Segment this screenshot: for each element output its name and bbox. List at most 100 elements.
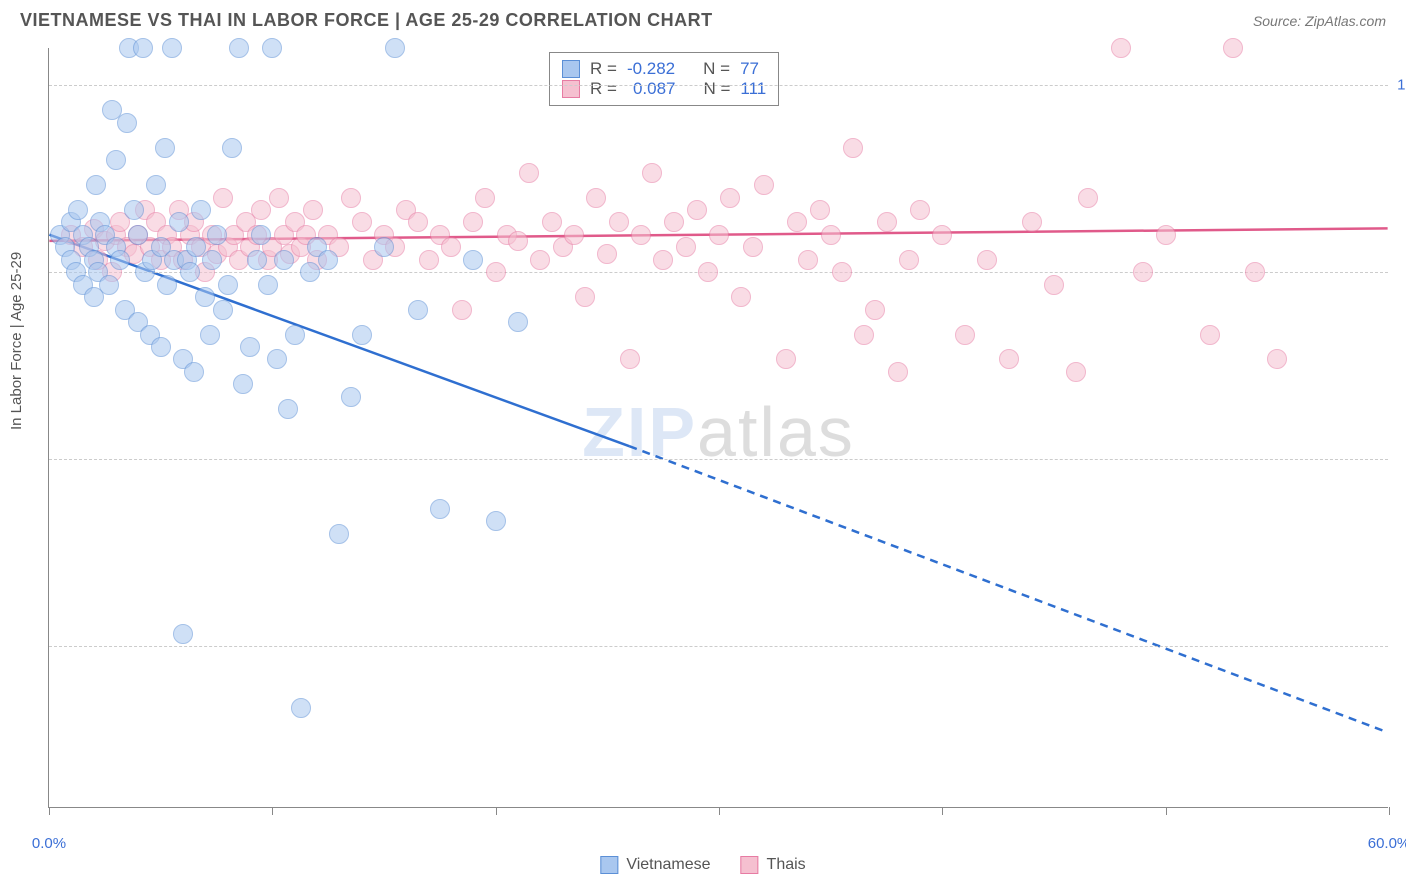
gridline-h <box>49 459 1388 460</box>
n-label: N = <box>703 59 730 79</box>
data-point <box>146 175 166 195</box>
data-point <box>247 250 267 270</box>
data-point <box>1022 212 1042 232</box>
data-point <box>385 38 405 58</box>
data-point <box>530 250 550 270</box>
legend-label-thai: Thais <box>767 856 806 874</box>
series-legend: Vietnamese Thais <box>600 856 805 874</box>
chart-title: VIETNAMESE VS THAI IN LABOR FORCE | AGE … <box>20 10 713 31</box>
y-axis-label: In Labor Force | Age 25-29 <box>8 252 25 430</box>
data-point <box>1044 275 1064 295</box>
swatch-thai <box>562 80 580 98</box>
data-point <box>213 188 233 208</box>
data-point <box>133 38 153 58</box>
data-point <box>352 325 372 345</box>
data-point <box>642 163 662 183</box>
data-point <box>258 275 278 295</box>
data-point <box>865 300 885 320</box>
data-point <box>408 300 428 320</box>
data-point <box>1223 38 1243 58</box>
data-point <box>821 225 841 245</box>
gridline-h <box>49 85 1388 86</box>
data-point <box>124 200 144 220</box>
data-point <box>430 499 450 519</box>
data-point <box>200 325 220 345</box>
legend-swatch-vietnamese <box>600 856 618 874</box>
r-label: R = <box>590 59 617 79</box>
data-point <box>843 138 863 158</box>
data-point <box>620 349 640 369</box>
data-point <box>110 250 130 270</box>
n-value-thai: 111 <box>740 79 766 99</box>
data-point <box>274 250 294 270</box>
data-point <box>1245 262 1265 282</box>
data-point <box>743 237 763 257</box>
r-label: R = <box>590 79 617 99</box>
data-point <box>832 262 852 282</box>
gridline-h <box>49 646 1388 647</box>
data-point <box>408 212 428 232</box>
data-point <box>180 262 200 282</box>
data-point <box>776 349 796 369</box>
swatch-vietnamese <box>562 60 580 78</box>
data-point <box>202 250 222 270</box>
data-point <box>542 212 562 232</box>
data-point <box>267 349 287 369</box>
data-point <box>86 175 106 195</box>
data-point <box>262 38 282 58</box>
data-point <box>709 225 729 245</box>
gridline-h <box>49 272 1388 273</box>
xtick-label: 60.0% <box>1368 835 1406 852</box>
r-value-vietnamese: -0.282 <box>627 59 675 79</box>
legend-swatch-thai <box>741 856 759 874</box>
data-point <box>229 38 249 58</box>
data-point <box>251 225 271 245</box>
data-point <box>1200 325 1220 345</box>
ytick-label: 85.0% <box>1393 264 1406 281</box>
data-point <box>564 225 584 245</box>
data-point <box>169 212 189 232</box>
chart-plot-area: ZIPatlas R = -0.282 N = 77 R = 0.087 N =… <box>48 48 1388 808</box>
data-point <box>240 337 260 357</box>
data-point <box>463 212 483 232</box>
data-point <box>787 212 807 232</box>
data-point <box>731 287 751 307</box>
data-point <box>1078 188 1098 208</box>
xtick <box>272 807 273 815</box>
stats-legend: R = -0.282 N = 77 R = 0.087 N = 111 <box>549 52 779 106</box>
data-point <box>698 262 718 282</box>
n-label: N = <box>703 79 730 99</box>
stats-row-vietnamese: R = -0.282 N = 77 <box>562 59 766 79</box>
data-point <box>184 362 204 382</box>
data-point <box>955 325 975 345</box>
data-point <box>117 113 137 133</box>
data-point <box>213 300 233 320</box>
data-point <box>508 312 528 332</box>
data-point <box>508 231 528 251</box>
data-point <box>653 250 673 270</box>
data-point <box>341 387 361 407</box>
data-point <box>754 175 774 195</box>
data-point <box>68 200 88 220</box>
data-point <box>291 698 311 718</box>
data-point <box>173 624 193 644</box>
data-point <box>486 511 506 531</box>
data-point <box>519 163 539 183</box>
data-point <box>269 188 289 208</box>
ytick-label: 100.0% <box>1393 77 1406 94</box>
data-point <box>329 524 349 544</box>
data-point <box>888 362 908 382</box>
data-point <box>155 138 175 158</box>
data-point <box>475 188 495 208</box>
ytick-label: 55.0% <box>1393 638 1406 655</box>
data-point <box>575 287 595 307</box>
data-point <box>720 188 740 208</box>
ytick-label: 70.0% <box>1393 451 1406 468</box>
data-point <box>676 237 696 257</box>
data-point <box>798 250 818 270</box>
legend-item-vietnamese: Vietnamese <box>600 856 710 874</box>
data-point <box>810 200 830 220</box>
data-point <box>1156 225 1176 245</box>
data-point <box>910 200 930 220</box>
data-point <box>341 188 361 208</box>
